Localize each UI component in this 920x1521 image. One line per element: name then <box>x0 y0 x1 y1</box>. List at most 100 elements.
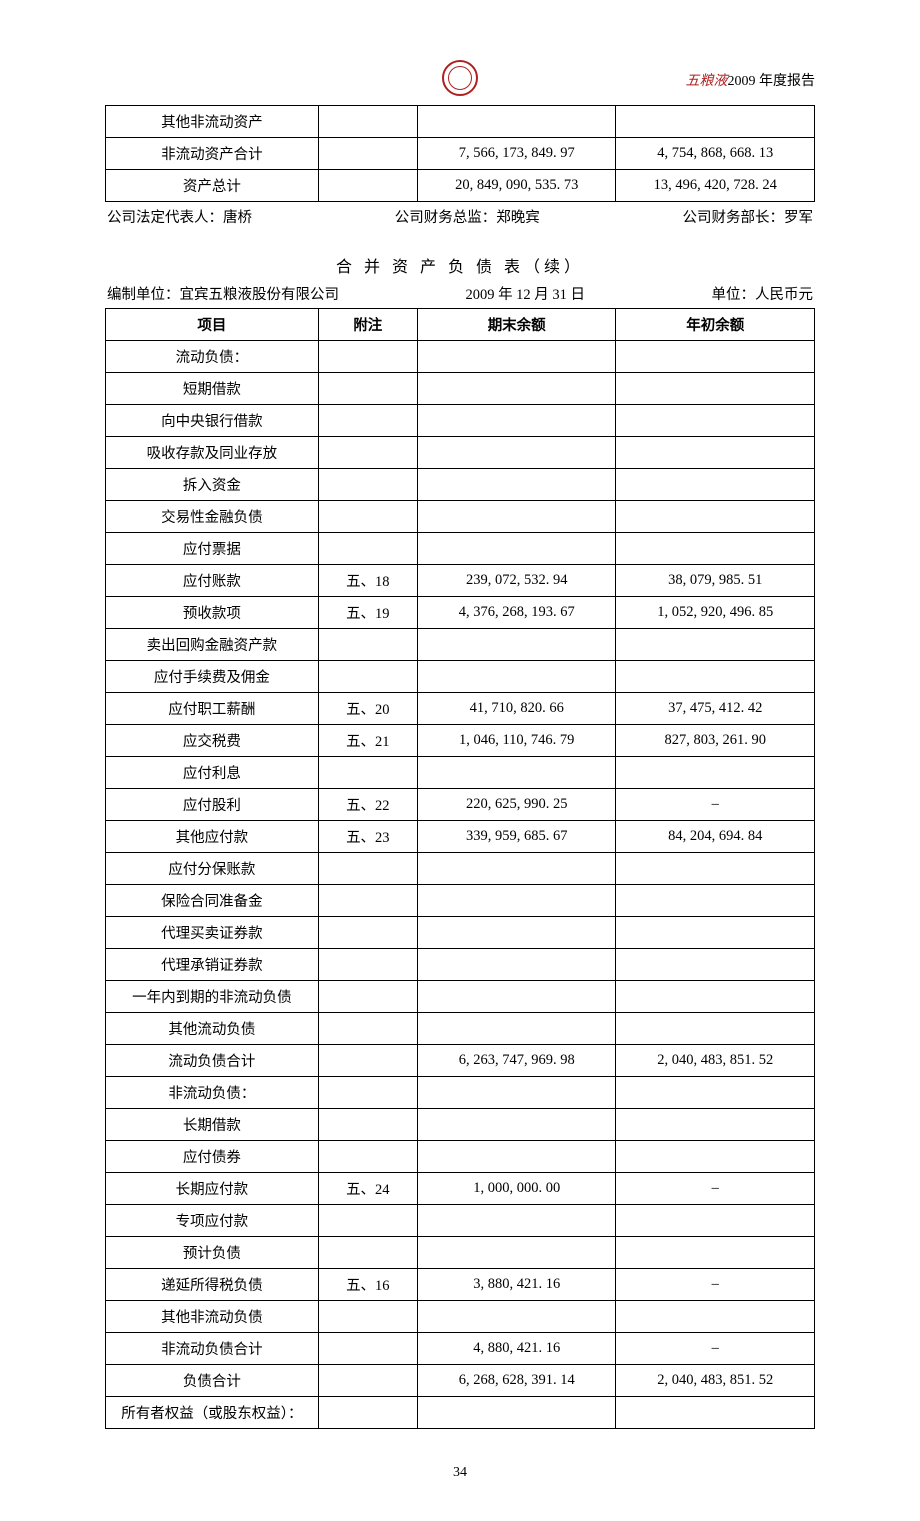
cell-begin: – <box>616 1333 815 1365</box>
report-year: 2009 年度报告 <box>728 74 816 89</box>
table-row: 资产总计 20, 849, 090, 535. 73 13, 496, 420,… <box>106 170 815 202</box>
cell-end: 6, 268, 628, 391. 14 <box>417 1365 616 1397</box>
cell-note <box>318 501 417 533</box>
cell-note <box>318 106 417 138</box>
cell-begin: – <box>616 1173 815 1205</box>
table-row: 拆入资金 <box>106 469 815 501</box>
cell-end: 4, 376, 268, 193. 67 <box>417 597 616 629</box>
cell-note <box>318 1045 417 1077</box>
cell-end <box>417 1237 616 1269</box>
cell-end <box>417 757 616 789</box>
table-row: 其他非流动资产 <box>106 106 815 138</box>
cell-item: 其他非流动负债 <box>106 1301 319 1333</box>
cell-begin <box>616 757 815 789</box>
table-row: 递延所得税负债五、163, 880, 421. 16– <box>106 1269 815 1301</box>
cell-begin: 84, 204, 694. 84 <box>616 821 815 853</box>
cell-item: 短期借款 <box>106 373 319 405</box>
cell-begin <box>616 373 815 405</box>
cell-end <box>417 629 616 661</box>
table-row: 应交税费五、211, 046, 110, 746. 79827, 803, 26… <box>106 725 815 757</box>
cell-note: 五、18 <box>318 565 417 597</box>
cell-end <box>417 1301 616 1333</box>
cell-note <box>318 1397 417 1429</box>
cell-end <box>417 501 616 533</box>
top-asset-table: 其他非流动资产 非流动资产合计 7, 566, 173, 849. 97 4, … <box>105 106 815 202</box>
cell-item: 预收款项 <box>106 597 319 629</box>
cell-end <box>417 949 616 981</box>
table-row: 非流动负债： <box>106 1077 815 1109</box>
cell-begin <box>616 1205 815 1237</box>
cell-begin <box>616 533 815 565</box>
cell-note: 五、20 <box>318 693 417 725</box>
cell-item: 其他非流动资产 <box>106 106 319 138</box>
cell-end: 41, 710, 820. 66 <box>417 693 616 725</box>
cell-item: 专项应付款 <box>106 1205 319 1237</box>
cell-end <box>417 885 616 917</box>
cell-note <box>318 170 417 202</box>
table-row: 应付股利五、22220, 625, 990. 25– <box>106 789 815 821</box>
cell-note <box>318 138 417 170</box>
table-row: 吸收存款及同业存放 <box>106 437 815 469</box>
cell-begin: 13, 496, 420, 728. 24 <box>616 170 815 202</box>
cell-item: 应付职工薪酬 <box>106 693 319 725</box>
cell-item: 应付票据 <box>106 533 319 565</box>
cell-end <box>417 341 616 373</box>
cell-begin <box>616 437 815 469</box>
table-row: 应付账款五、18239, 072, 532. 9438, 079, 985. 5… <box>106 565 815 597</box>
sub-header: 编制单位：宜宾五粮液股份有限公司 2009 年 12 月 31 日 单位：人民币… <box>105 283 815 304</box>
cell-begin <box>616 885 815 917</box>
cell-note <box>318 405 417 437</box>
cell-end: 6, 263, 747, 969. 98 <box>417 1045 616 1077</box>
cell-item: 应交税费 <box>106 725 319 757</box>
cell-end: 1, 000, 000. 00 <box>417 1173 616 1205</box>
cell-end <box>417 853 616 885</box>
cell-item: 保险合同准备金 <box>106 885 319 917</box>
cell-end <box>417 1077 616 1109</box>
cell-end <box>417 917 616 949</box>
cell-item: 交易性金融负债 <box>106 501 319 533</box>
table-row: 流动负债合计6, 263, 747, 969. 982, 040, 483, 8… <box>106 1045 815 1077</box>
cell-begin <box>616 981 815 1013</box>
cell-note <box>318 1365 417 1397</box>
cell-end: 1, 046, 110, 746. 79 <box>417 725 616 757</box>
cell-item: 流动负债合计 <box>106 1045 319 1077</box>
sig-cfo: 公司财务总监：郑晚宾 <box>395 206 540 227</box>
cell-end: 339, 959, 685. 67 <box>417 821 616 853</box>
cell-note <box>318 885 417 917</box>
cell-item: 其他流动负债 <box>106 1013 319 1045</box>
cell-end: 4, 880, 421. 16 <box>417 1333 616 1365</box>
cell-begin <box>616 917 815 949</box>
cell-note <box>318 981 417 1013</box>
page-number: 34 <box>105 1465 815 1481</box>
cell-end: 239, 072, 532. 94 <box>417 565 616 597</box>
cell-note <box>318 1141 417 1173</box>
cell-note <box>318 1077 417 1109</box>
cell-item: 代理买卖证券款 <box>106 917 319 949</box>
cell-begin: – <box>616 1269 815 1301</box>
brand-name: 五粮液 <box>686 74 728 89</box>
table-row: 其他流动负债 <box>106 1013 815 1045</box>
table-row: 一年内到期的非流动负债 <box>106 981 815 1013</box>
cell-end <box>417 469 616 501</box>
cell-end: 220, 625, 990. 25 <box>417 789 616 821</box>
table-row: 流动负债： <box>106 341 815 373</box>
cell-end <box>417 405 616 437</box>
table-row: 应付利息 <box>106 757 815 789</box>
cell-begin <box>616 1301 815 1333</box>
cell-item: 非流动负债合计 <box>106 1333 319 1365</box>
liabilities-table: 项目 附注 期末余额 年初余额 流动负债：短期借款向中央银行借款吸收存款及同业存… <box>105 308 815 1429</box>
cell-begin: 4, 754, 868, 668. 13 <box>616 138 815 170</box>
cell-end: 7, 566, 173, 849. 97 <box>417 138 616 170</box>
cell-end <box>417 437 616 469</box>
table-row: 代理承销证券款 <box>106 949 815 981</box>
cell-note <box>318 437 417 469</box>
cell-begin <box>616 853 815 885</box>
cell-begin <box>616 106 815 138</box>
cell-item: 其他应付款 <box>106 821 319 853</box>
table-row: 应付票据 <box>106 533 815 565</box>
cell-item: 所有者权益（或股东权益）： <box>106 1397 319 1429</box>
table-row: 卖出回购金融资产款 <box>106 629 815 661</box>
cell-end <box>417 373 616 405</box>
cell-begin: 827, 803, 261. 90 <box>616 725 815 757</box>
cell-note <box>318 1109 417 1141</box>
